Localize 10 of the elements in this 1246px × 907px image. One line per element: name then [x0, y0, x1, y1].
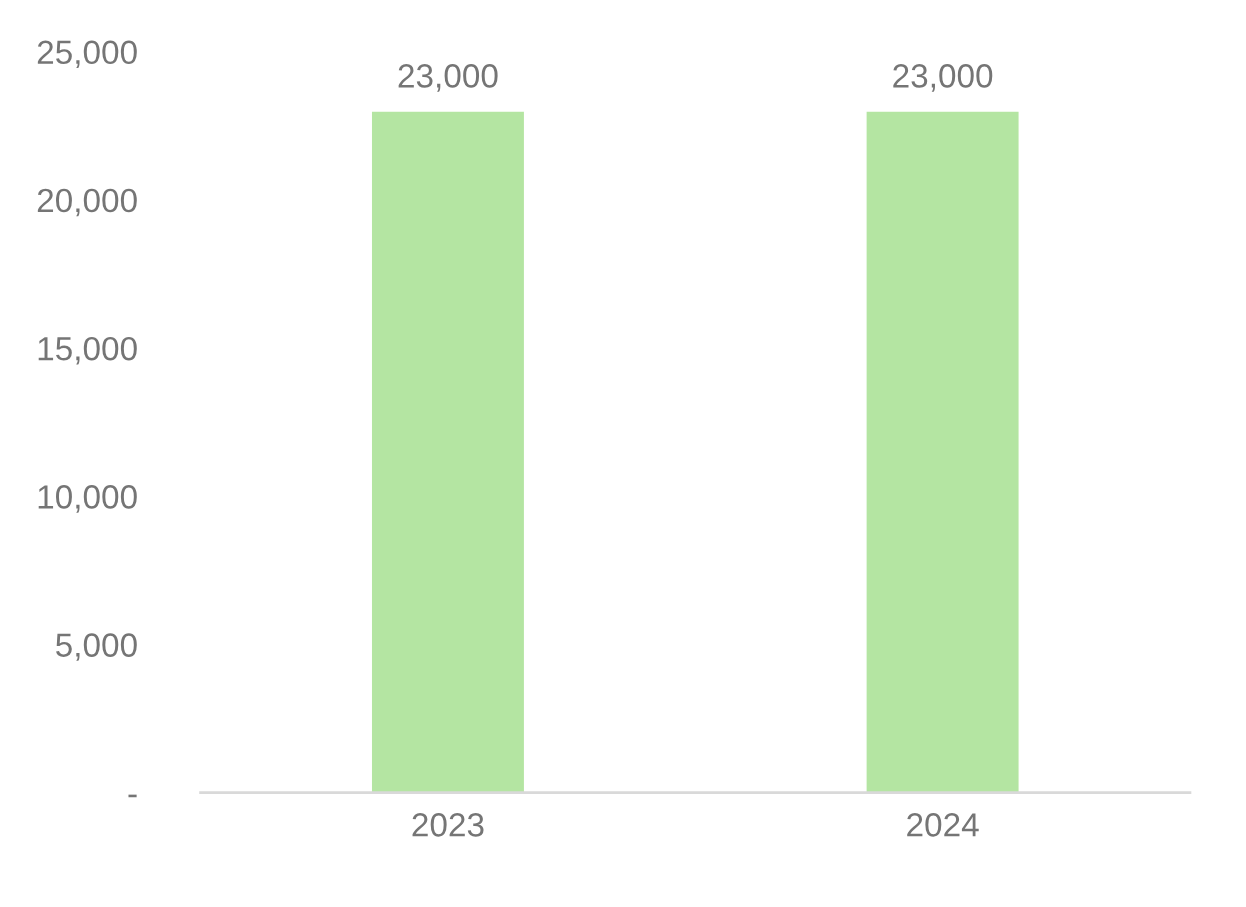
y-tick-label: 5,000	[56, 633, 137, 661]
x-tick-label: 2024	[907, 813, 979, 837]
y-tick-label: 10,000	[38, 485, 137, 513]
y-tick-label: 20,000	[37, 188, 137, 217]
data-label: 23,000	[398, 64, 498, 92]
y-tick-label: -	[128, 794, 137, 798]
y-tick-label: 15,000	[38, 336, 137, 365]
data-label: 23,000	[893, 64, 993, 92]
y-tick-label: 25,000	[37, 40, 137, 69]
x-tick-label: 2023	[412, 813, 484, 837]
